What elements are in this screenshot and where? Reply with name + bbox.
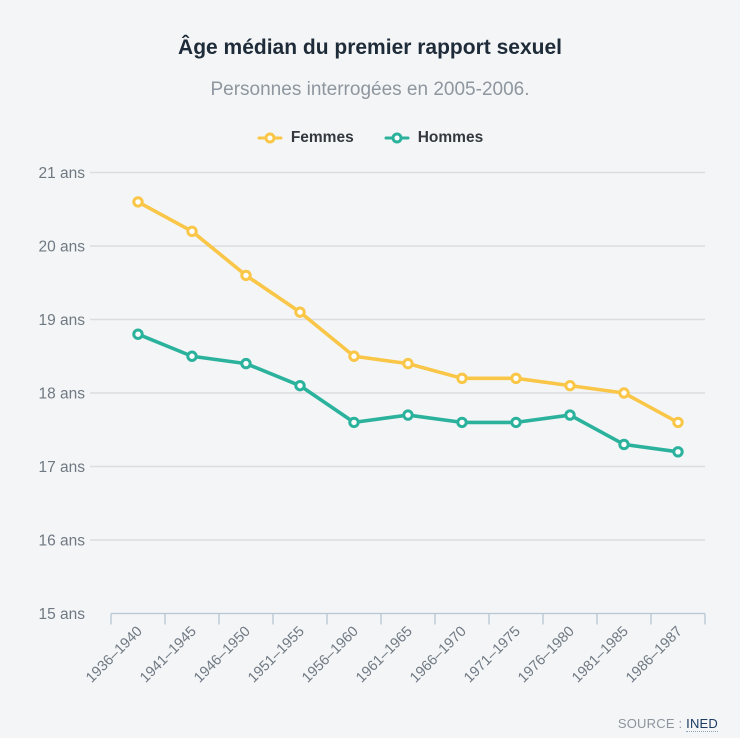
y-tick-label-20: 20 ans	[38, 239, 85, 256]
legend-label-femmes: Femmes	[290, 129, 354, 146]
y-tick-label-18: 18 ans	[38, 386, 85, 403]
legend-label-hommes: Hommes	[417, 129, 484, 146]
x-tick-label-9: 1981–1985	[569, 624, 632, 687]
data-point-femmes-8	[564, 379, 576, 392]
legend-item-femmes: Femmes	[257, 129, 354, 147]
x-tick-label-6: 1966–1970	[407, 624, 470, 687]
x-tick-label-1: 1941–1945	[137, 624, 200, 687]
data-point-hommes-6	[456, 416, 468, 429]
source-link[interactable]: INED	[686, 716, 718, 732]
y-tick-label-21: 21 ans	[38, 165, 85, 182]
y-tick-label-15: 15 ans	[38, 606, 85, 623]
x-tick-label-10: 1986–1987	[623, 624, 686, 687]
data-point-hommes-1	[186, 350, 198, 362]
data-point-femmes-9	[618, 387, 630, 399]
y-tick-label-17: 17 ans	[38, 459, 85, 476]
chart-subtitle: Personnes interrogées en 2005-2006.	[210, 79, 530, 100]
y-tick-label-16: 16 ans	[38, 533, 85, 550]
data-point-hommes-5	[402, 409, 414, 421]
data-point-hommes-10	[672, 446, 684, 458]
x-tick-label-7: 1971–1975	[461, 624, 524, 687]
source-label: SOURCE :	[617, 716, 683, 731]
data-point-femmes-3	[294, 306, 306, 318]
legend: Femmes Hommes	[0, 129, 740, 147]
data-point-hommes-9	[618, 438, 630, 451]
data-point-hommes-3	[294, 379, 306, 392]
x-tick-label-2: 1946–1950	[191, 624, 254, 687]
data-point-femmes-10	[672, 416, 684, 429]
data-point-hommes-7	[510, 416, 522, 429]
data-point-hommes-8	[564, 409, 576, 421]
data-point-hommes-4	[348, 416, 360, 429]
x-tick-label-5: 1961–1965	[353, 624, 416, 687]
data-point-hommes-2	[240, 357, 252, 370]
data-point-femmes-6	[456, 372, 468, 384]
x-tick-label-3: 1951–1955	[245, 624, 308, 687]
hommes-line-marker-icon	[384, 132, 410, 144]
data-point-femmes-4	[348, 350, 360, 362]
x-tick-label-0: 1936–1940	[83, 624, 146, 687]
chart-title: Âge médian du premier rapport sexuel	[178, 36, 562, 59]
data-point-femmes-1	[186, 225, 198, 238]
data-point-femmes-2	[240, 269, 252, 282]
series-line-femmes	[136, 200, 680, 425]
data-point-femmes-7	[510, 372, 522, 384]
y-tick-label-19: 19 ans	[38, 312, 85, 329]
source-line: SOURCE : INED	[617, 716, 718, 732]
femmes-line-marker-icon	[257, 132, 283, 144]
data-point-femmes-5	[402, 357, 414, 370]
legend-item-hommes: Hommes	[384, 129, 483, 147]
x-tick-label-4: 1956–1960	[299, 624, 362, 687]
x-tick-label-8: 1976–1980	[515, 624, 578, 687]
data-point-hommes-0	[132, 328, 144, 340]
data-point-femmes-0	[132, 196, 144, 208]
